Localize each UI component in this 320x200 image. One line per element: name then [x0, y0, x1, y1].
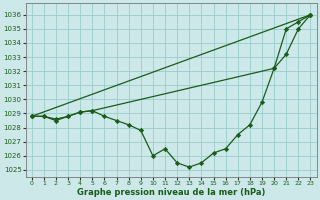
X-axis label: Graphe pression niveau de la mer (hPa): Graphe pression niveau de la mer (hPa): [77, 188, 265, 197]
